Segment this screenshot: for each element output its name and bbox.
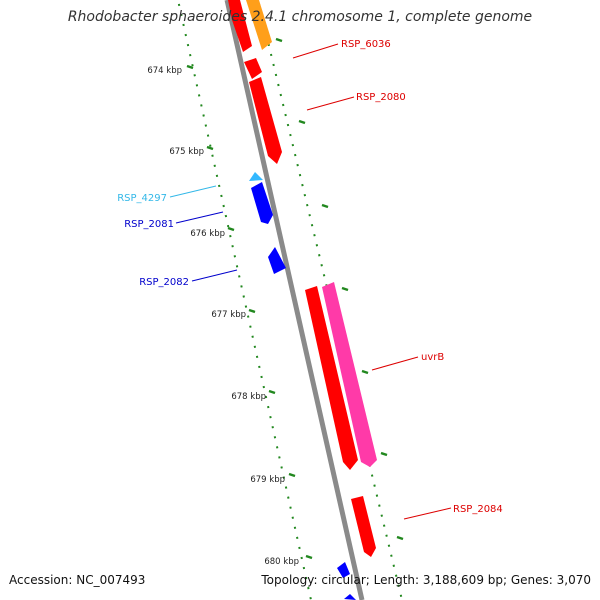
gene-arrow-bottom-blue-1[interactable] [337, 562, 350, 578]
label-leaders [169, 43, 452, 520]
scale-label-674: 674 kbp [147, 66, 182, 76]
scale-major-tick [268, 389, 276, 395]
scale-label-679: 679 kbp [250, 475, 285, 485]
accession-text: Accession: NC_007493 [9, 573, 146, 587]
scale-major-tick [206, 145, 214, 151]
gene-arrow-rsp-2082[interactable] [268, 247, 286, 274]
gene-arrow-top[interactable] [228, 0, 252, 52]
gene-label-rsp-2080[interactable]: RSP_2080 [356, 92, 406, 103]
gene-arrow-bottom-blue-2[interactable] [344, 594, 356, 600]
gene-arrow-small-red[interactable] [244, 58, 262, 79]
gene-label-uvrB[interactable]: uvrB [421, 352, 444, 363]
gene-label-rsp-2084[interactable]: RSP_2084 [453, 504, 503, 515]
scale-major-tick [305, 554, 313, 560]
scale-label-675: 675 kbp [169, 147, 204, 157]
scale-major-tick [361, 369, 369, 375]
gene-arrow-rsp-4297[interactable] [249, 172, 263, 181]
scale-labels: 674 kbp 675 kbp 676 kbp 677 kbp 678 kbp … [147, 66, 299, 567]
gene-label-rsp-4297[interactable]: RSP_4297 [117, 193, 167, 204]
gene-arrow-rsp-6036[interactable] [246, 0, 272, 50]
gene-label-rsp-2081[interactable]: RSP_2081 [124, 219, 174, 230]
scale-major-tick [396, 535, 404, 541]
scale-major-tick [288, 472, 296, 478]
scale-major-tick [298, 119, 306, 125]
scale-label-680: 680 kbp [264, 557, 299, 567]
gene-arrow-rsp-2080[interactable] [249, 77, 282, 164]
scale-major-tick [380, 451, 388, 457]
scale-major-tick [341, 286, 349, 292]
gene-arrow-rsp-2081[interactable] [251, 182, 273, 224]
gene-arrow-uvrB[interactable] [305, 286, 358, 470]
chromosome-backbone [224, 0, 365, 600]
scale-major-tick [186, 64, 194, 70]
gene-label-rsp-6036[interactable]: RSP_6036 [341, 39, 391, 50]
scale-major-tick [321, 203, 329, 209]
gene-labels: RSP_6036 RSP_2080 RSP_4297 RSP_2081 RSP_… [117, 39, 503, 515]
gene-arrow-rsp-2084[interactable] [351, 496, 376, 557]
gene-label-rsp-2082[interactable]: RSP_2082 [139, 277, 189, 288]
scale-label-677: 677 kbp [211, 310, 246, 320]
topology-text: Topology: circular; Length: 3,188,609 bp… [261, 573, 591, 587]
map-title: Rhodobacter sphaeroides 2.4.1 chromosome… [67, 9, 533, 25]
features [228, 0, 377, 600]
scale-label-678: 678 kbp [231, 392, 266, 402]
gene-arrow-uvrB-highlight[interactable] [322, 282, 377, 467]
scale-major-tick [227, 226, 235, 232]
scale-major-tick [248, 308, 256, 314]
scale-label-676: 676 kbp [190, 229, 225, 239]
scale-major-tick [275, 37, 283, 43]
